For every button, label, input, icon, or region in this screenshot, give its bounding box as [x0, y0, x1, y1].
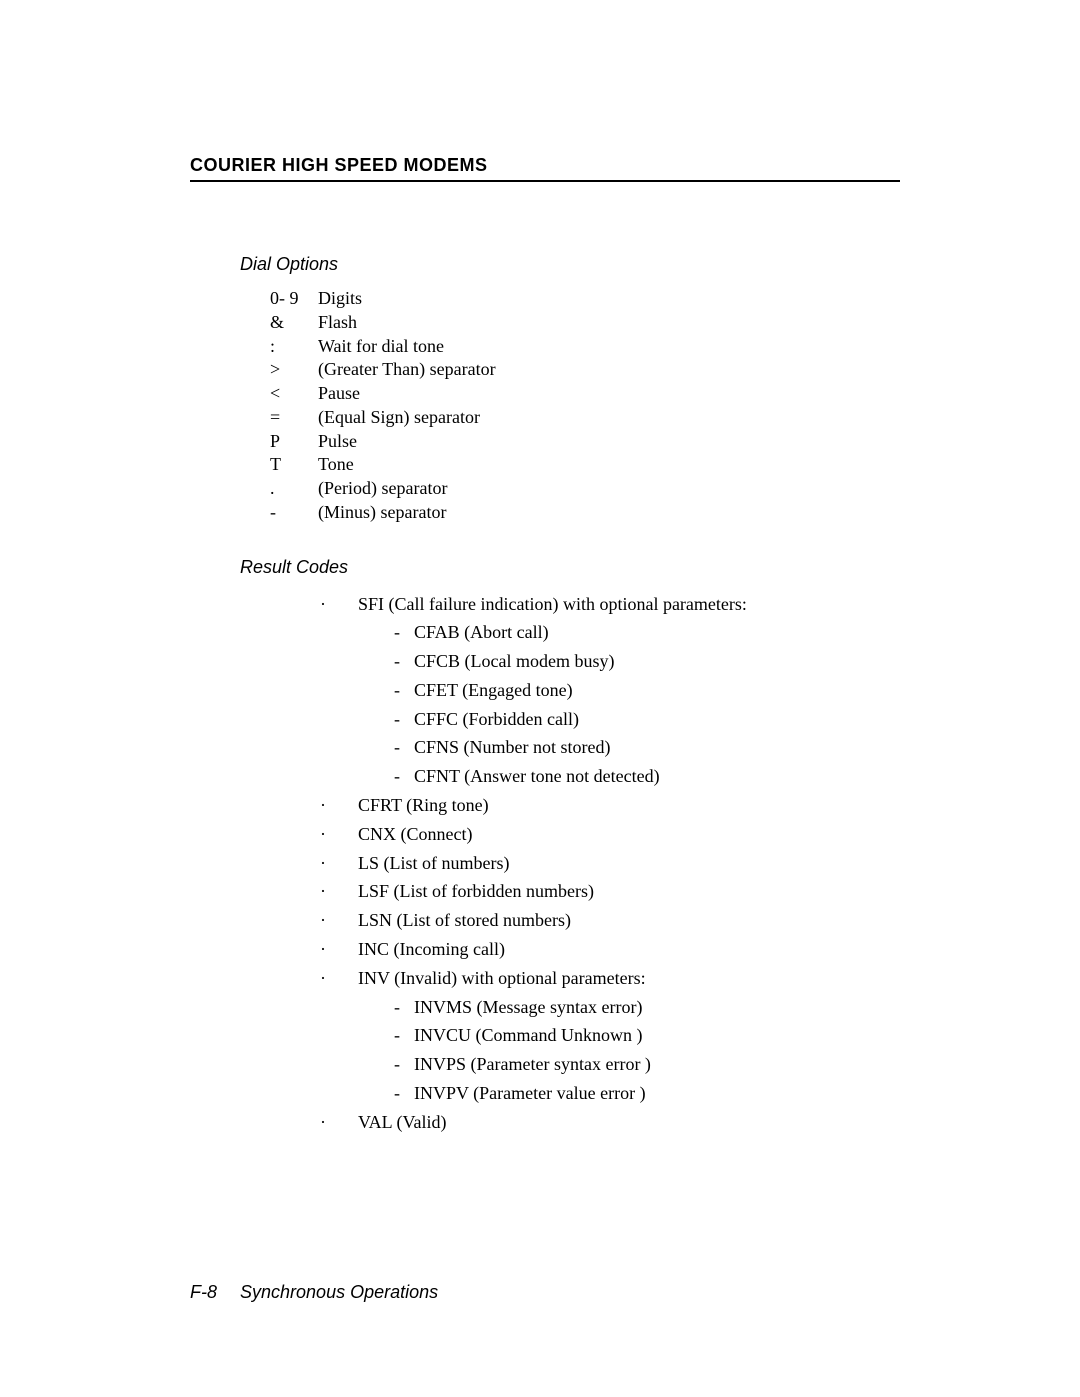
- dial-option-description: Pause: [318, 382, 900, 406]
- dial-option-row: <Pause: [270, 382, 900, 406]
- dial-options-title: Dial Options: [240, 254, 900, 275]
- result-code-text: CNX (Connect): [358, 820, 900, 849]
- sub-bullet-icon: -: [394, 1021, 414, 1050]
- dial-option-symbol: P: [270, 430, 318, 454]
- result-code-text: VAL (Valid): [358, 1108, 900, 1137]
- result-code-subitem: -CFCB (Local modem busy): [394, 647, 900, 676]
- result-code-subitem: -INVPV (Parameter value error ): [394, 1079, 900, 1108]
- result-code-subitem: -CFAB (Abort call): [394, 618, 900, 647]
- dial-option-description: Digits: [318, 287, 900, 311]
- dial-option-symbol: :: [270, 335, 318, 359]
- result-codes-title: Result Codes: [240, 557, 900, 578]
- result-code-subitem: -CFNS (Number not stored): [394, 733, 900, 762]
- result-code-subitem: -INVPS (Parameter syntax error ): [394, 1050, 900, 1079]
- result-code-subtext: CFCB (Local modem busy): [414, 647, 900, 676]
- result-code-subtext: INVMS (Message syntax error): [414, 993, 900, 1022]
- result-code-subtext: INVCU (Command Unknown ): [414, 1021, 900, 1050]
- dial-option-description: (Equal Sign) separator: [318, 406, 900, 430]
- result-code-text: SFI (Call failure indication) with optio…: [358, 590, 900, 619]
- dial-option-description: (Minus) separator: [318, 501, 900, 525]
- result-code-item: ·SFI (Call failure indication) with opti…: [320, 590, 900, 619]
- result-code-subitem: -CFFC (Forbidden call): [394, 705, 900, 734]
- dial-option-description: (Period) separator: [318, 477, 900, 501]
- dial-option-description: Wait for dial tone: [318, 335, 900, 359]
- bullet-icon: ·: [320, 935, 358, 964]
- dial-option-description: Pulse: [318, 430, 900, 454]
- result-code-text: INC (Incoming call): [358, 935, 900, 964]
- result-code-text: LSN (List of stored numbers): [358, 906, 900, 935]
- result-code-text: INV (Invalid) with optional parameters:: [358, 964, 900, 993]
- dial-option-row: .(Period) separator: [270, 477, 900, 501]
- bullet-icon: ·: [320, 906, 358, 935]
- result-code-text: CFRT (Ring tone): [358, 791, 900, 820]
- dial-option-symbol: 0- 9: [270, 287, 318, 311]
- dial-option-symbol: &: [270, 311, 318, 335]
- dial-option-row: :Wait for dial tone: [270, 335, 900, 359]
- sub-bullet-icon: -: [394, 647, 414, 676]
- result-code-item: ·CNX (Connect): [320, 820, 900, 849]
- sub-bullet-icon: -: [394, 705, 414, 734]
- page: COURIER HIGH SPEED MODEMS Dial Options 0…: [0, 0, 1080, 1137]
- bullet-icon: ·: [320, 1108, 358, 1137]
- sub-bullet-icon: -: [394, 993, 414, 1022]
- dial-option-row: PPulse: [270, 430, 900, 454]
- result-code-item: ·LSF (List of forbidden numbers): [320, 877, 900, 906]
- result-code-subtext: INVPS (Parameter syntax error ): [414, 1050, 900, 1079]
- dial-option-symbol: =: [270, 406, 318, 430]
- footer: F-8 Synchronous Operations: [190, 1282, 438, 1303]
- sub-bullet-icon: -: [394, 676, 414, 705]
- dial-option-description: (Greater Than) separator: [318, 358, 900, 382]
- dial-option-description: Flash: [318, 311, 900, 335]
- result-code-subtext: CFNS (Number not stored): [414, 733, 900, 762]
- result-code-subitem: -INVMS (Message syntax error): [394, 993, 900, 1022]
- dial-option-symbol: -: [270, 501, 318, 525]
- result-code-subitem: -INVCU (Command Unknown ): [394, 1021, 900, 1050]
- bullet-icon: ·: [320, 849, 358, 878]
- result-code-item: ·VAL (Valid): [320, 1108, 900, 1137]
- dial-option-row: =(Equal Sign) separator: [270, 406, 900, 430]
- result-code-subitem: -CFNT (Answer tone not detected): [394, 762, 900, 791]
- header-title: COURIER HIGH SPEED MODEMS: [190, 155, 900, 182]
- sub-bullet-icon: -: [394, 1050, 414, 1079]
- result-code-text: LSF (List of forbidden numbers): [358, 877, 900, 906]
- result-code-subtext: CFFC (Forbidden call): [414, 705, 900, 734]
- sub-bullet-icon: -: [394, 762, 414, 791]
- dial-option-symbol: >: [270, 358, 318, 382]
- dial-option-symbol: .: [270, 477, 318, 501]
- result-codes-list: ·SFI (Call failure indication) with opti…: [270, 590, 900, 1137]
- result-code-item: ·INV (Invalid) with optional parameters:: [320, 964, 900, 993]
- sub-bullet-icon: -: [394, 1079, 414, 1108]
- dial-option-symbol: <: [270, 382, 318, 406]
- dial-option-row: TTone: [270, 453, 900, 477]
- result-code-item: ·LSN (List of stored numbers): [320, 906, 900, 935]
- dial-option-row: >(Greater Than) separator: [270, 358, 900, 382]
- bullet-icon: ·: [320, 964, 358, 993]
- bullet-icon: ·: [320, 791, 358, 820]
- result-code-text: LS (List of numbers): [358, 849, 900, 878]
- dial-option-symbol: T: [270, 453, 318, 477]
- result-code-subtext: INVPV (Parameter value error ): [414, 1079, 900, 1108]
- dial-options-list: 0- 9Digits&Flash:Wait for dial tone>(Gre…: [270, 287, 900, 525]
- footer-title: Synchronous Operations: [240, 1282, 438, 1302]
- sub-bullet-icon: -: [394, 618, 414, 647]
- bullet-icon: ·: [320, 877, 358, 906]
- dial-option-row: 0- 9Digits: [270, 287, 900, 311]
- sub-bullet-icon: -: [394, 733, 414, 762]
- result-code-subitem: -CFET (Engaged tone): [394, 676, 900, 705]
- bullet-icon: ·: [320, 820, 358, 849]
- dial-option-row: -(Minus) separator: [270, 501, 900, 525]
- result-code-item: ·LS (List of numbers): [320, 849, 900, 878]
- result-code-subtext: CFNT (Answer tone not detected): [414, 762, 900, 791]
- dial-option-row: &Flash: [270, 311, 900, 335]
- footer-page-number: F-8: [190, 1282, 217, 1302]
- dial-option-description: Tone: [318, 453, 900, 477]
- result-code-subtext: CFAB (Abort call): [414, 618, 900, 647]
- result-code-item: ·CFRT (Ring tone): [320, 791, 900, 820]
- result-code-item: ·INC (Incoming call): [320, 935, 900, 964]
- bullet-icon: ·: [320, 590, 358, 619]
- result-code-subtext: CFET (Engaged tone): [414, 676, 900, 705]
